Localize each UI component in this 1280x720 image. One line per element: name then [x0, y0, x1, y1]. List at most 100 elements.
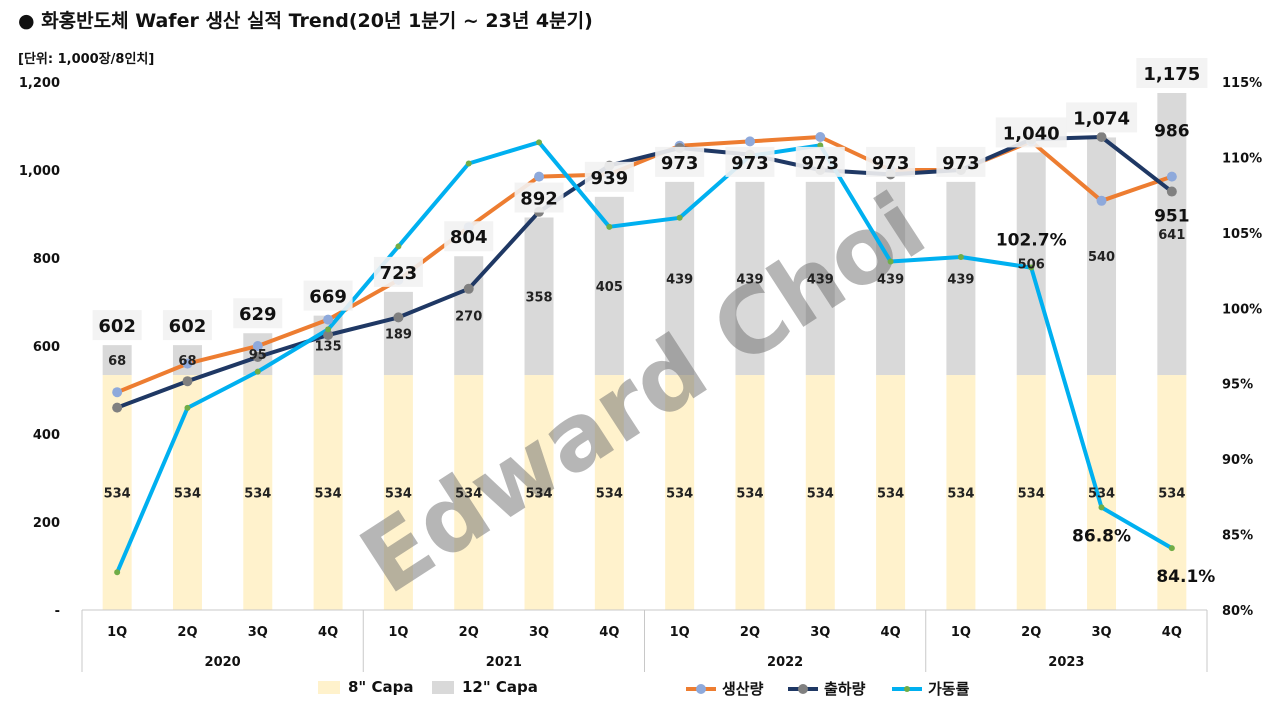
bar-capa12: [1016, 152, 1046, 376]
annotation-label: 951: [1154, 207, 1190, 227]
legend-production-swatch: [686, 683, 716, 694]
bar-capa8: [805, 375, 835, 610]
bar-total-label: 602: [98, 316, 136, 337]
x-year-label: 2021: [486, 655, 522, 670]
marker-utilization: [957, 253, 964, 260]
marker-production: [744, 136, 755, 147]
marker-shipment: [1166, 186, 1177, 197]
bar-total-label: 892: [520, 189, 558, 210]
bar-capa12-label: 358: [525, 290, 552, 305]
marker-shipment: [463, 283, 474, 294]
bar-capa12-label: 540: [1088, 250, 1115, 265]
legend-utilization-swatch: [892, 685, 922, 692]
x-category-label: 4Q: [881, 625, 901, 640]
bar-capa8: [524, 375, 554, 610]
bar-capa8-label: 534: [1158, 487, 1185, 502]
line-shipment: [116, 135, 1174, 410]
y-right-tick-label: 85%: [1222, 529, 1253, 544]
x-category-label: 1Q: [107, 625, 127, 640]
bar-total-label-bg: [795, 146, 845, 177]
bar-capa12-label: 439: [807, 272, 834, 287]
bar-capa8: [172, 375, 202, 610]
bar-capa12-label: 270: [455, 310, 482, 325]
line-utilization: [115, 140, 1173, 574]
marker-utilization: [1098, 504, 1105, 511]
bar-total-label: 939: [591, 168, 629, 189]
y-left-tick-label: 800: [33, 252, 60, 267]
bar-capa12: [665, 181, 695, 376]
legend-production-label: 생산량: [722, 680, 764, 698]
bar-capa8: [1157, 375, 1187, 610]
bar-capa12: [313, 315, 343, 376]
bar-capa8: [946, 375, 976, 610]
bar-capa8-label: 534: [666, 487, 693, 502]
bar-total-label: 804: [450, 227, 488, 248]
bar-capa12-label: 439: [877, 272, 904, 287]
bar-capa8-label: 534: [736, 487, 763, 502]
marker-production: [323, 314, 334, 325]
x-category-label: 3Q: [1091, 625, 1111, 640]
watermark-text: Edward Choi: [342, 173, 943, 615]
bar-capa8-label: 534: [174, 487, 201, 502]
x-category-label: 3Q: [810, 625, 830, 640]
marker-utilization: [1028, 264, 1035, 271]
y-left-tick-label: 200: [33, 516, 60, 531]
x-category-label: 2Q: [177, 625, 197, 640]
marker-utilization: [184, 404, 191, 411]
marker-production: [1096, 195, 1107, 206]
marker-utilization: [536, 139, 543, 146]
bar-capa8: [594, 375, 624, 610]
bar-capa12: [876, 181, 906, 376]
bar-capa8-label: 534: [947, 487, 974, 502]
marker-utilization: [887, 258, 894, 265]
x-category-label: 2Q: [459, 625, 479, 640]
bar-total-label: 1,040: [1003, 123, 1060, 144]
bar-capa12: [383, 291, 413, 376]
bar-capa8: [243, 375, 273, 610]
bar-capa8-label: 534: [455, 487, 482, 502]
x-year-label: 2020: [205, 655, 241, 670]
bar-capa12-label: 95: [249, 348, 267, 363]
bar-capa12-label: 405: [596, 280, 623, 295]
bar-capa8: [1087, 375, 1117, 610]
legend-utilization-label: 가동률: [928, 680, 970, 698]
marker-utilization: [465, 160, 472, 167]
bar-capa8: [454, 375, 484, 610]
marker-utilization: [1168, 545, 1175, 552]
bar-capa12: [102, 345, 132, 376]
bar-capa12: [524, 217, 554, 376]
bar-capa8-label: 534: [244, 487, 271, 502]
bar-total-label-bg: [866, 146, 916, 177]
bar-total-label-bg: [233, 298, 283, 329]
bar-total-label-bg: [514, 182, 564, 213]
legend-capa12-swatch: [432, 680, 454, 694]
bar-total-label: 973: [661, 153, 699, 174]
bar-capa8-label: 534: [877, 487, 904, 502]
marker-production: [815, 132, 826, 142]
marker-shipment: [252, 352, 263, 362]
x-category-label: 3Q: [248, 625, 268, 640]
bar-total-label: 973: [942, 153, 980, 174]
bar-capa12: [805, 181, 835, 376]
legend-shipment-swatch: [788, 683, 818, 694]
x-category-label: 3Q: [529, 625, 549, 640]
legend-production: 생산량: [686, 678, 763, 699]
bar-capa8-label: 534: [1018, 487, 1045, 502]
bar-total-label: 723: [380, 263, 418, 284]
marker-shipment: [323, 330, 334, 340]
bar-total-label-bg: [584, 161, 634, 192]
annotation-label: 84.1%: [1156, 567, 1215, 587]
bar-capa8: [665, 375, 695, 610]
marker-utilization: [254, 368, 261, 375]
marker-utilization: [817, 142, 824, 149]
marker-production: [112, 387, 123, 398]
bar-capa8: [1016, 375, 1046, 610]
bar-capa8: [313, 375, 343, 610]
bar-capa12-label: 439: [666, 272, 693, 287]
bar-total-label: 602: [169, 316, 207, 337]
unit-label: [단위: 1,000장/8인치]: [18, 52, 155, 67]
x-category-label: 1Q: [388, 625, 408, 640]
bar-capa8-label: 534: [104, 487, 131, 502]
bar-capa12: [735, 181, 765, 376]
